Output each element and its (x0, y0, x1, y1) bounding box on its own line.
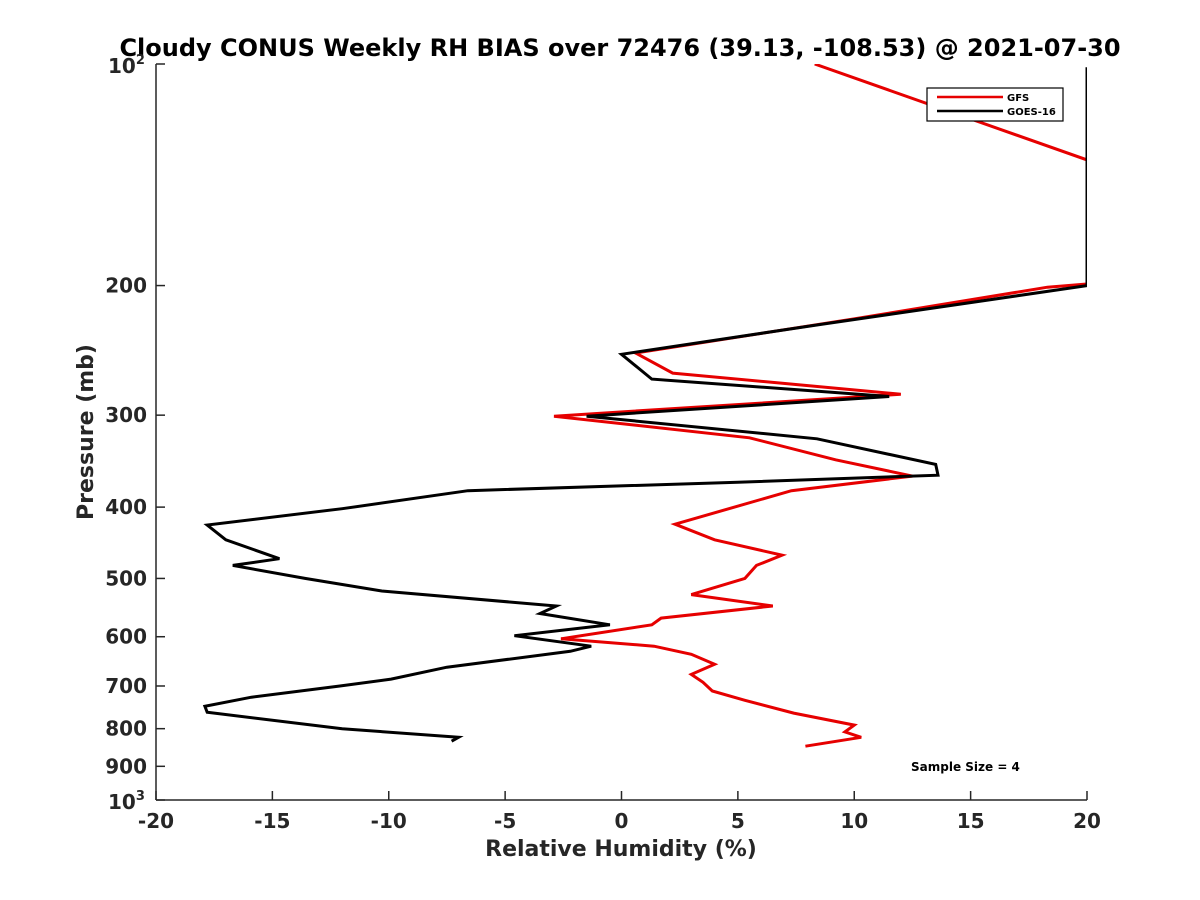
x-tick-label: 15 (957, 809, 985, 833)
y-tick-label: 900 (105, 754, 147, 778)
legend: GFS GOES-16 (926, 87, 1064, 122)
x-tick-label: -5 (494, 809, 516, 833)
x-tick-label: 5 (731, 809, 745, 833)
series-line-gfs (553, 64, 1087, 748)
plot-lines (202, 64, 1087, 748)
axes (155, 64, 1087, 801)
y-ticks: 102 200 300 400 500 600 700 800 900 103 (105, 53, 165, 814)
x-tick-label: -15 (254, 809, 290, 833)
y-tick-label: 200 (105, 274, 147, 298)
y-tick-label: 500 (105, 566, 147, 590)
legend-label-gfs: GFS (1007, 93, 1029, 104)
x-axis-label: Relative Humidity (%) (485, 837, 757, 862)
legend-box (926, 87, 1064, 122)
y-tick-label: 800 (105, 717, 147, 741)
y-tick-label: 700 (105, 674, 147, 698)
y-tick-label: 300 (105, 403, 147, 427)
x-tick-label: -10 (371, 809, 407, 833)
x-tick-label: -20 (138, 809, 174, 833)
y-tick-label: 103 (108, 789, 145, 814)
x-ticks: -20 -15 -10 -5 0 5 10 15 20 (138, 791, 1101, 833)
y-tick-label: 102 (108, 53, 145, 78)
y-tick-label: 400 (105, 495, 147, 519)
x-tick-label: 0 (615, 809, 629, 833)
y-tick-label: 600 (105, 625, 147, 649)
legend-label-goes16: GOES-16 (1007, 107, 1056, 118)
sample-size-annotation: Sample Size = 4 (911, 760, 1020, 774)
chart-title: Cloudy CONUS Weekly RH BIAS over 72476 (… (119, 34, 1120, 62)
series-line-goes16 (202, 67, 1087, 743)
y-axis-label: Pressure (mb) (74, 344, 99, 520)
x-tick-label: 10 (840, 809, 868, 833)
x-tick-label: 20 (1073, 809, 1101, 833)
